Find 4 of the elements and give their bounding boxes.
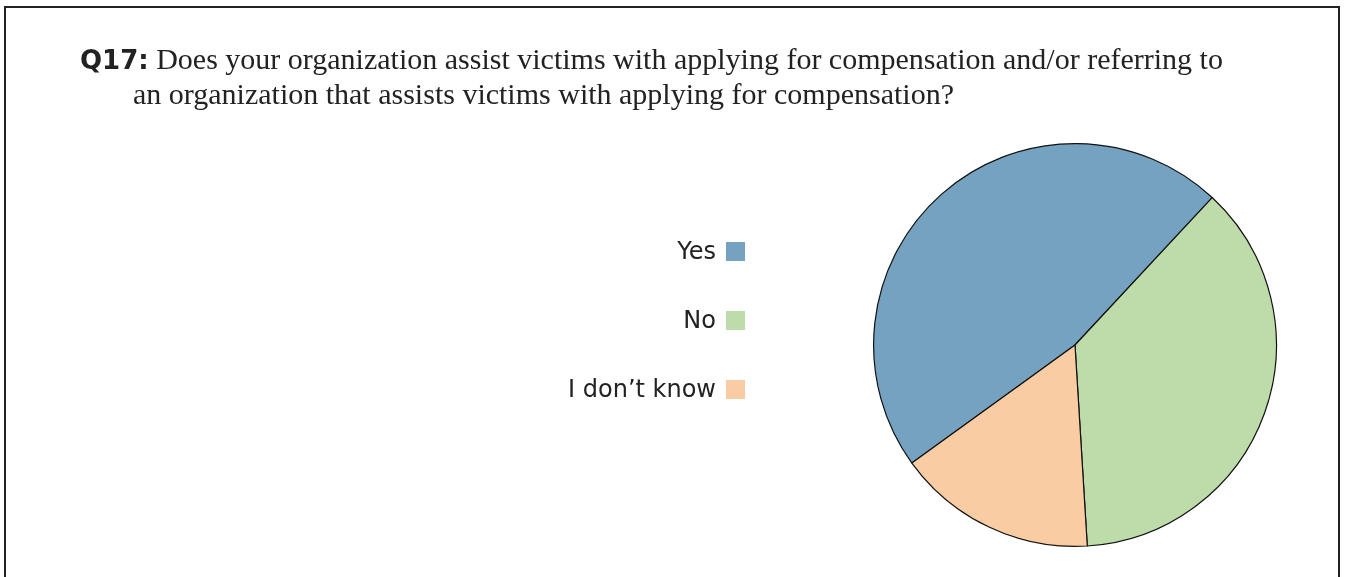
legend-label: I don’t know (568, 375, 716, 403)
chart-title: Q17: Does your organization assist victims with applying for compensation and/or referring to an organization that assists victims with applying for compensation? (80, 42, 1224, 111)
legend-label: Yes (677, 237, 716, 265)
legend-label: No (683, 306, 716, 334)
